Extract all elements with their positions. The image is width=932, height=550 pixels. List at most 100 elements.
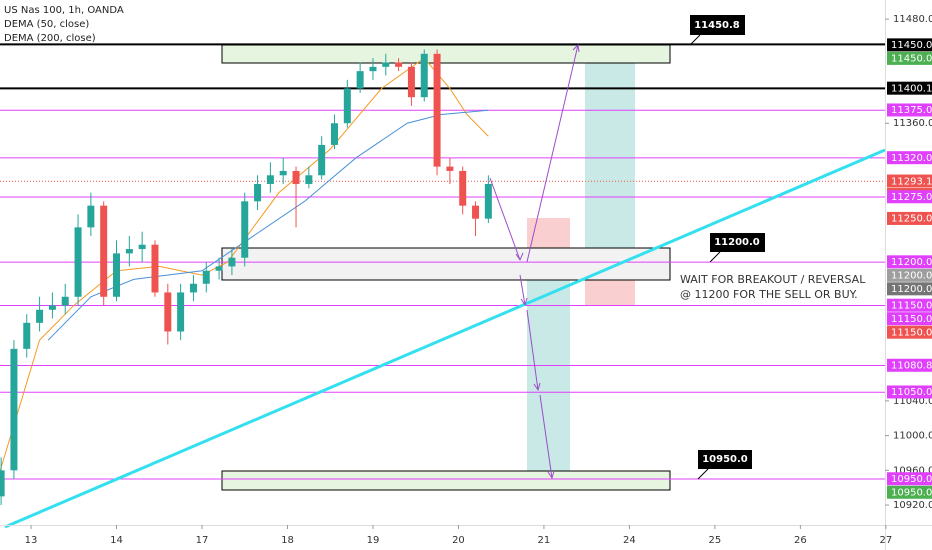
candle-body <box>10 348 18 471</box>
price-badge <box>887 282 932 296</box>
price-badge <box>887 472 932 486</box>
candle-body <box>472 205 480 219</box>
drawings <box>221 44 671 491</box>
candle-body <box>36 309 44 323</box>
price-badge-label: 11320.0 <box>891 153 932 164</box>
candle-body <box>61 296 69 306</box>
candle-body <box>151 244 159 293</box>
callout-label: 10950.0 <box>702 454 748 465</box>
price-badge-label: 11293.1 <box>891 176 932 187</box>
candle-body <box>0 470 5 497</box>
callout-label: 11200.0 <box>714 237 760 248</box>
x-tick-label: 26 <box>794 535 807 546</box>
y-tick-label: 11360.0 <box>893 118 932 129</box>
candle-body <box>382 62 390 67</box>
callout-pointer <box>697 468 709 480</box>
callout-box <box>690 15 745 35</box>
price-badge-label: 11150.0 <box>891 327 932 338</box>
candle-body <box>266 175 274 184</box>
price-badge <box>887 255 932 269</box>
annotation: @ 11200 FOR THE SELL OR BUY. <box>680 288 858 301</box>
pivot-zone <box>221 247 671 281</box>
price-badge <box>887 174 932 188</box>
candle-body <box>177 292 185 332</box>
arrow <box>539 394 555 480</box>
candle-body <box>433 53 441 167</box>
candle-body <box>189 283 197 293</box>
target-zone <box>585 45 635 262</box>
price-badge <box>887 385 932 399</box>
candle-body <box>318 144 326 176</box>
price-badge <box>887 151 932 165</box>
x-tick-label: 18 <box>281 535 294 546</box>
candle-body <box>100 205 108 297</box>
axes: 11480.0 11360.0 11040.0 11000.0 10960.0 10920… <box>25 14 932 546</box>
price-badge <box>887 358 932 372</box>
price-badge <box>887 81 932 95</box>
candle-body <box>279 170 287 176</box>
candle-body <box>23 322 31 349</box>
x-tick-label: 27 <box>879 535 892 546</box>
callout-box <box>710 233 765 252</box>
price-badge-label: 11150.0 <box>891 314 932 325</box>
x-tick-label: 13 <box>25 535 38 546</box>
candle-body <box>113 253 121 297</box>
price-badge <box>887 51 932 65</box>
callout-pointer <box>709 251 721 263</box>
candle-body <box>48 305 56 310</box>
arrow <box>519 274 528 307</box>
annotation: WAIT FOR BREAKOUT / REVERSAL <box>680 273 866 286</box>
target-zone <box>527 262 570 479</box>
price-badge <box>887 190 932 204</box>
supply-zone <box>221 44 671 64</box>
price-badge-label: 11150.0 <box>891 300 932 311</box>
arrow <box>526 43 580 263</box>
price-badge <box>887 211 932 225</box>
levels <box>0 43 885 480</box>
marks <box>0 49 492 506</box>
price-badge-label: 11275.0 <box>891 192 932 203</box>
candle-body <box>395 62 403 67</box>
price-badge <box>887 298 932 312</box>
arrow <box>489 177 524 262</box>
trendline <box>4 148 886 529</box>
candle-body <box>202 270 210 284</box>
candle-body <box>74 227 82 297</box>
callout-box <box>698 450 752 469</box>
candle-body <box>254 183 262 202</box>
y-tick-label: 11040.0 <box>893 396 932 407</box>
candle-body <box>241 201 249 258</box>
price-badge-label: 11450.0 <box>891 54 932 65</box>
candle-body <box>164 292 172 332</box>
price-badge <box>887 485 932 499</box>
price-badge-label: 11375.0 <box>891 105 932 116</box>
price-badge <box>887 325 932 339</box>
price-badge-label: 11400.1 <box>891 83 932 94</box>
candle-body <box>407 66 415 98</box>
legend-entry: DEMA (200, close) <box>4 33 96 44</box>
candle-body <box>305 175 313 184</box>
x-tick-label: 25 <box>709 535 722 546</box>
candle-body <box>356 71 364 89</box>
price-badge-label: 11200.0 <box>891 284 932 295</box>
candle-body <box>446 166 454 171</box>
candle-body <box>292 170 300 184</box>
price-badge <box>887 312 932 326</box>
y-tick-label: 11480.0 <box>893 14 932 25</box>
demand-zone <box>221 470 671 491</box>
price-badge-label: 11200.0 <box>891 257 932 268</box>
price-badge-label: 11200.0 <box>891 271 932 282</box>
arrow <box>526 309 541 392</box>
legend-entry: DEMA (50, close) <box>4 19 89 30</box>
price-badge <box>887 268 932 282</box>
indicator-line <box>47 109 489 341</box>
x-tick-label: 19 <box>367 535 380 546</box>
y-tick-label: 10920.0 <box>893 500 932 511</box>
candle-body <box>228 257 236 267</box>
price-badge-label: 11450.0 <box>891 40 932 51</box>
price-badge-label: 11080.8 <box>891 361 932 372</box>
indicator-line <box>0 57 489 471</box>
price-badge-label: 11050.0 <box>891 387 932 398</box>
y-tick-label: 10960.0 <box>893 465 932 476</box>
